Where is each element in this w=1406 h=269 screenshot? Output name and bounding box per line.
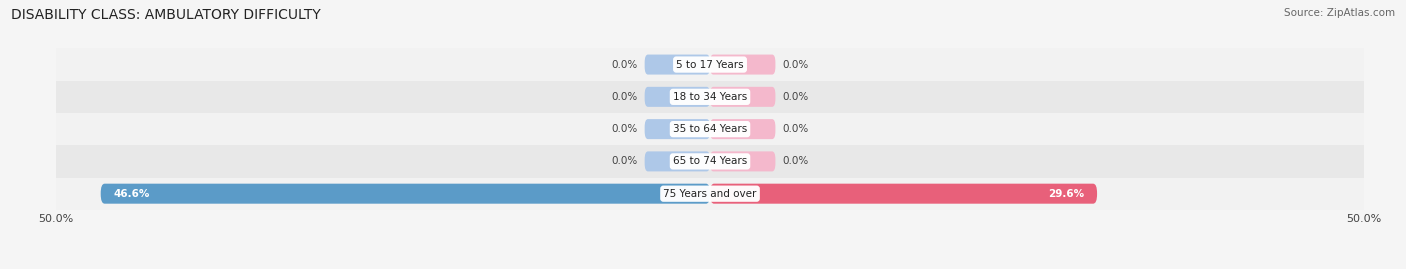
Text: 75 Years and over: 75 Years and over: [664, 189, 756, 199]
FancyBboxPatch shape: [644, 151, 710, 171]
Text: 0.0%: 0.0%: [782, 124, 808, 134]
Text: 65 to 74 Years: 65 to 74 Years: [673, 156, 747, 167]
Text: 0.0%: 0.0%: [782, 156, 808, 167]
Text: 29.6%: 29.6%: [1047, 189, 1084, 199]
FancyBboxPatch shape: [101, 184, 710, 204]
FancyBboxPatch shape: [644, 119, 710, 139]
Text: 0.0%: 0.0%: [612, 124, 638, 134]
Text: 0.0%: 0.0%: [612, 156, 638, 167]
Text: 0.0%: 0.0%: [612, 59, 638, 70]
Text: 35 to 64 Years: 35 to 64 Years: [673, 124, 747, 134]
FancyBboxPatch shape: [710, 87, 776, 107]
FancyBboxPatch shape: [710, 184, 1097, 204]
Bar: [56, 48, 1364, 81]
Text: DISABILITY CLASS: AMBULATORY DIFFICULTY: DISABILITY CLASS: AMBULATORY DIFFICULTY: [11, 8, 321, 22]
Bar: [56, 81, 1364, 113]
Bar: [56, 145, 1364, 178]
FancyBboxPatch shape: [710, 55, 776, 75]
Text: 0.0%: 0.0%: [782, 59, 808, 70]
FancyBboxPatch shape: [644, 87, 710, 107]
Text: 0.0%: 0.0%: [782, 92, 808, 102]
Bar: [56, 178, 1364, 210]
Text: 18 to 34 Years: 18 to 34 Years: [673, 92, 747, 102]
FancyBboxPatch shape: [710, 151, 776, 171]
Text: 46.6%: 46.6%: [114, 189, 150, 199]
Text: 0.0%: 0.0%: [612, 92, 638, 102]
FancyBboxPatch shape: [644, 55, 710, 75]
FancyBboxPatch shape: [710, 119, 776, 139]
Text: 5 to 17 Years: 5 to 17 Years: [676, 59, 744, 70]
Text: Source: ZipAtlas.com: Source: ZipAtlas.com: [1284, 8, 1395, 18]
Bar: [56, 113, 1364, 145]
